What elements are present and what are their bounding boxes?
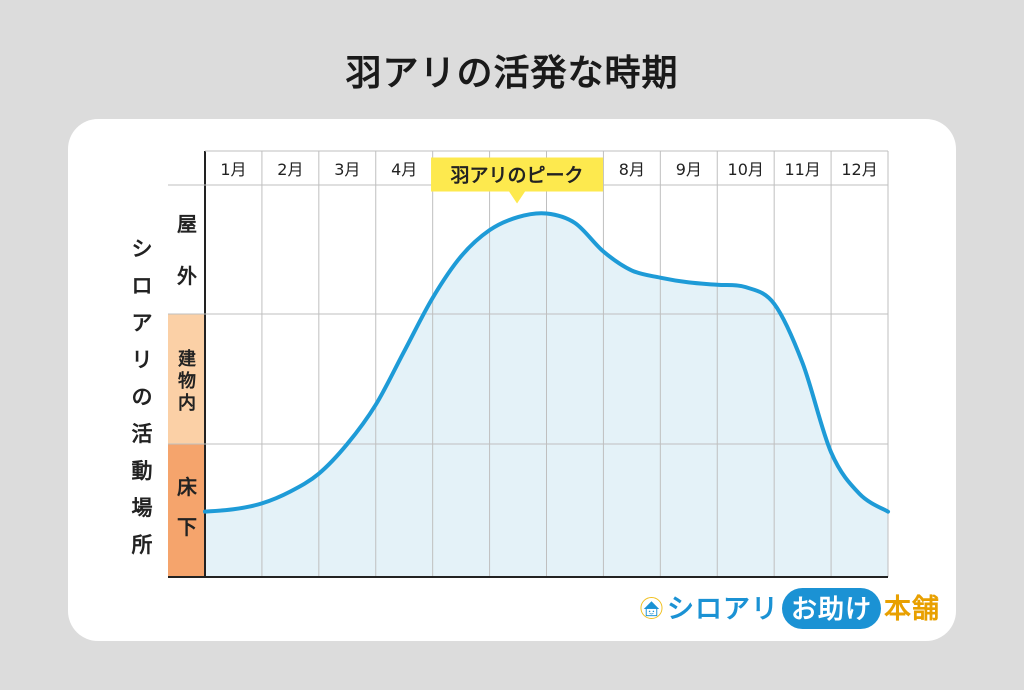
y-band-2	[168, 444, 205, 577]
annotation-box	[431, 157, 604, 192]
y-band-label-1: 建物内	[178, 348, 196, 414]
y-band-0	[168, 185, 205, 314]
x-tick-label: 3月	[334, 160, 360, 179]
x-tick-label: 9月	[676, 160, 702, 179]
x-tick-label: 1月	[220, 160, 246, 179]
annotation-text: 羽アリのピーク	[451, 165, 584, 187]
x-tick-label: 10月	[728, 160, 764, 179]
series-line	[203, 211, 890, 514]
x-tick-label: 8月	[619, 160, 645, 179]
activity-chart: 1月2月3月4月5月6月7月8月9月10月11月12月屋外建物内床下シロアリの活…	[132, 150, 890, 578]
x-tick-label: 11月	[784, 160, 820, 179]
brand-logo: シロアリ お助け 本舗	[640, 583, 940, 633]
page-title: 羽アリの活発な時期	[345, 53, 679, 94]
logo-text: シロアリ お助け 本舗	[667, 587, 940, 629]
x-tick-label: 4月	[391, 160, 417, 179]
y-band-label-0: 屋外	[177, 212, 197, 288]
y-band-label-2: 床下	[177, 475, 198, 539]
logo-bubble: お助け	[781, 588, 881, 629]
x-tick-label: 12月	[841, 160, 877, 179]
logo-main: シロアリ	[666, 594, 779, 625]
y-band-1	[168, 314, 205, 444]
annotation-pointer	[509, 191, 526, 204]
y-axis-label: シロアリの活動場所	[132, 237, 153, 557]
x-tick-label: 2月	[277, 160, 303, 179]
chart-card: 1月2月3月4月5月6月7月8月9月10月11月12月屋外建物内床下シロアリの活…	[68, 119, 956, 641]
house-mascot-icon	[640, 596, 663, 620]
logo-suffix: 本舗	[884, 594, 940, 625]
